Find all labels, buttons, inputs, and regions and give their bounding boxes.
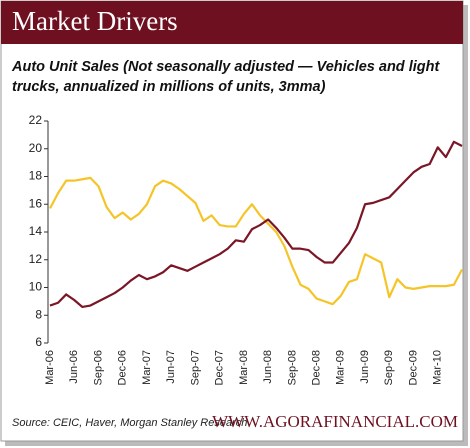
y-tick-label: 16 [29, 196, 43, 210]
website: WWW.AGORAFINANCIAL.COM [212, 412, 458, 431]
x-tick-label: Mar-06 [44, 350, 56, 385]
source: Source: CEIC, Haver, Morgan Stanley Rese… [12, 417, 247, 429]
x-tick-label: Jun-07 [165, 350, 177, 384]
chart-title: Auto Unit Sales (Not seasonally adjusted… [12, 59, 440, 95]
x-tick-label: Dec-06 [117, 350, 129, 385]
x-tick-label: Sep-08 [286, 350, 298, 385]
header-bar [1, 1, 463, 44]
x-tick-label: Jun-09 [359, 350, 371, 384]
x-tick-label: Sep-06 [92, 350, 104, 385]
y-tick-label: 22 [29, 113, 43, 127]
y-tick-label: 8 [35, 307, 42, 321]
x-tick-label: Dec-09 [407, 350, 419, 385]
y-tick-label: 18 [29, 169, 43, 183]
x-tick-label: Sep-07 [189, 350, 201, 385]
x-tick-label: Dec-07 [214, 350, 226, 385]
series-line [49, 140, 463, 309]
x-tick-label: Mar-07 [141, 350, 153, 385]
x-tick-label: Jun-08 [262, 350, 274, 384]
y-tick-label: 14 [29, 224, 43, 238]
header-title: Market Drivers [12, 6, 178, 36]
y-tick-label: 12 [29, 252, 43, 266]
y-tick-label: 20 [29, 141, 43, 155]
y-tick-label: 6 [35, 335, 42, 349]
x-tick-label: Dec-08 [310, 350, 322, 385]
x-tick-label: Mar-08 [238, 350, 250, 385]
x-tick-label: Mar-09 [335, 350, 347, 385]
x-tick-label: Sep-09 [383, 350, 395, 385]
x-tick-label: Mar-10 [432, 350, 444, 385]
frame [0, 0, 464, 442]
series-line [49, 176, 463, 306]
y-tick-label: 10 [29, 280, 43, 294]
x-tick-label: Jun-06 [68, 350, 80, 384]
